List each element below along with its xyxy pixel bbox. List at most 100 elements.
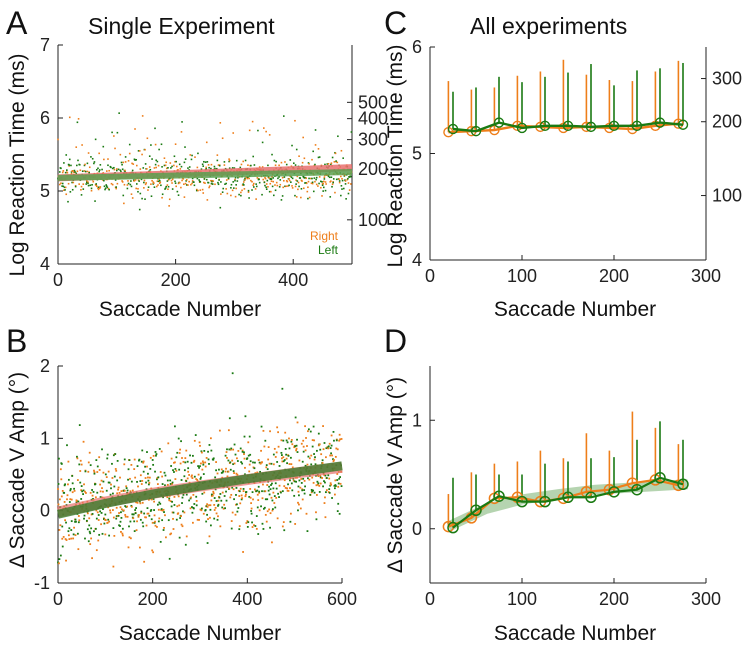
right-saccade-point: [286, 487, 288, 490]
left-saccade-point: [120, 511, 122, 514]
right-saccade-point: [234, 513, 237, 516]
left-saccade-point: [285, 163, 288, 166]
right-saccade-point: [158, 178, 160, 180]
left-saccade-point: [336, 479, 339, 481]
left-saccade-point: [240, 194, 242, 197]
right-saccade-point: [320, 453, 323, 456]
left-saccade-point: [85, 519, 88, 522]
left-saccade-point: [101, 168, 103, 171]
left-saccade-point: [235, 159, 238, 162]
panel-a-right-tick-label: 200: [358, 159, 388, 179]
left-saccade-point: [345, 198, 347, 200]
left-saccade-point: [311, 490, 314, 493]
left-saccade-point: [205, 178, 208, 181]
right-saccade-point: [271, 509, 274, 512]
left-saccade-point: [330, 444, 333, 447]
right-saccade-point: [280, 457, 283, 460]
right-saccade-point: [229, 448, 232, 451]
right-saccade-point: [223, 164, 226, 166]
right-saccade-point: [187, 470, 190, 473]
right-saccade-point: [64, 186, 67, 189]
right-saccade-point: [334, 152, 337, 155]
left-saccade-point: [190, 158, 193, 161]
right-saccade-point: [282, 521, 285, 524]
left-saccade-point: [138, 180, 140, 182]
left-saccade-point: [149, 168, 152, 171]
right-saccade-point: [311, 158, 313, 161]
right-saccade-point: [233, 472, 235, 474]
left-saccade-point: [311, 177, 313, 180]
left-saccade-point: [272, 194, 275, 197]
left-saccade-point: [280, 454, 283, 456]
left-saccade-point: [344, 183, 347, 185]
right-saccade-point: [302, 439, 305, 442]
right-saccade-point: [177, 169, 179, 171]
panel-d-label: D: [384, 323, 407, 359]
left-saccade-point: [282, 439, 285, 442]
left-saccade-point: [271, 482, 273, 485]
left-saccade-point: [338, 477, 341, 480]
right-saccade-point: [216, 472, 219, 475]
left-saccade-point: [152, 463, 155, 466]
left-saccade-point: [185, 184, 188, 186]
right-saccade-point: [150, 183, 152, 185]
left-saccade-point: [218, 496, 221, 499]
left-saccade-point: [86, 181, 88, 184]
right-saccade-point: [262, 429, 265, 432]
right-saccade-point: [151, 549, 154, 552]
left-saccade-point: [150, 195, 153, 198]
right-saccade-point: [84, 490, 86, 493]
left-saccade-point: [340, 194, 342, 197]
left-saccade-point: [294, 445, 297, 448]
left-saccade-point: [150, 509, 153, 511]
left-saccade-point: [92, 491, 95, 493]
left-saccade-point: [91, 157, 94, 160]
right-saccade-point: [274, 164, 277, 167]
left-saccade-point: [63, 484, 66, 487]
right-saccade-point: [145, 516, 147, 519]
right-saccade-point: [172, 528, 175, 530]
left-saccade-point: [225, 182, 227, 185]
left-saccade-point: [277, 177, 279, 180]
left-saccade-point: [225, 499, 228, 502]
right-saccade-point: [272, 463, 275, 466]
right-saccade-point: [171, 482, 173, 485]
right-saccade-point: [265, 520, 268, 523]
left-saccade-point: [137, 190, 139, 193]
left-saccade-point: [251, 189, 253, 191]
panel-a-y-tick-label: 6: [40, 108, 50, 128]
right-saccade-point: [166, 483, 169, 486]
right-saccade-point: [295, 447, 298, 450]
left-saccade-point: [180, 165, 183, 168]
right-saccade-point: [340, 438, 343, 440]
right-saccade-point: [136, 520, 138, 523]
right-saccade-point: [337, 485, 340, 488]
left-data-point: [608, 120, 620, 132]
right-saccade-point: [286, 489, 289, 492]
left-saccade-point: [277, 492, 279, 495]
left-saccade-point: [99, 164, 102, 166]
left-saccade-point: [205, 168, 207, 170]
left-saccade-point: [217, 183, 220, 186]
right-saccade-point: [134, 128, 136, 130]
right-saccade-point: [268, 508, 271, 511]
right-saccade-point: [315, 511, 317, 514]
left-saccade-point: [256, 489, 259, 492]
left-saccade-point: [184, 158, 187, 160]
right-saccade-point: [279, 183, 282, 186]
left-saccade-point: [217, 503, 220, 506]
left-saccade-point: [131, 169, 134, 172]
left-saccade-point: [136, 480, 138, 483]
left-data-point: [516, 495, 528, 508]
right-saccade-point: [303, 157, 306, 160]
right-saccade-point: [210, 179, 212, 182]
panel-a-label: A: [6, 5, 28, 41]
right-saccade-point: [154, 524, 157, 527]
left-saccade-point: [295, 444, 298, 447]
left-saccade-point: [141, 449, 144, 452]
right-saccade-point: [139, 474, 142, 477]
left-saccade-point: [300, 482, 303, 484]
right-saccade-point: [225, 179, 228, 181]
left-saccade-point: [108, 534, 111, 537]
right-saccade-point: [88, 166, 91, 169]
